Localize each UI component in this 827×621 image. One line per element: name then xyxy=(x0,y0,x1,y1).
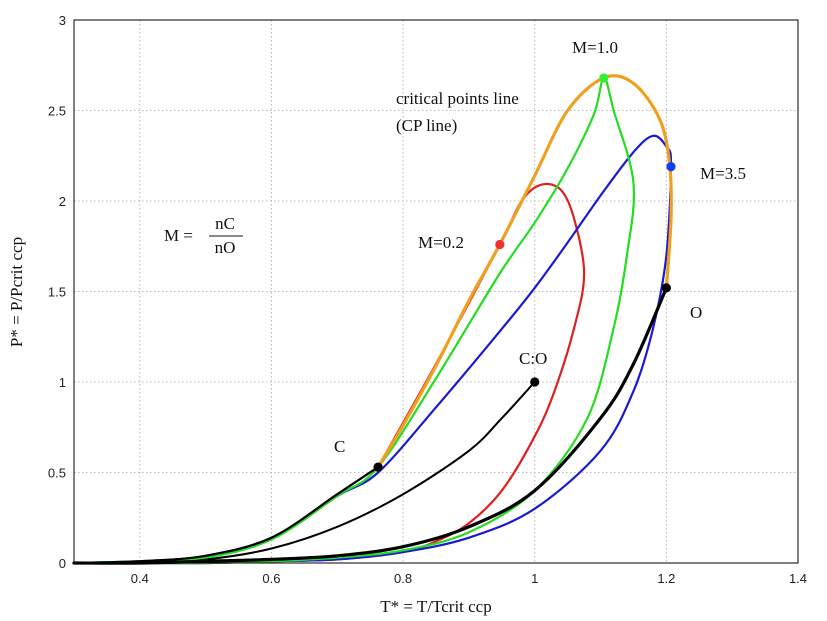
series-line-m35 xyxy=(72,134,673,565)
point-co xyxy=(530,377,540,387)
x-tick-label: 1 xyxy=(531,571,538,586)
series-line-m1 xyxy=(72,76,636,565)
annotation-cp-line-1: critical points line xyxy=(396,89,519,108)
series-line-pure-o xyxy=(72,286,668,565)
plot-frame xyxy=(73,19,799,564)
annotation-c: C xyxy=(334,437,345,456)
y-tick-label: 3 xyxy=(59,13,66,28)
x-axis-label: T* = T/Tcrit ccp xyxy=(380,597,491,616)
series-line-m02 xyxy=(72,182,586,565)
x-tick-label: 0.6 xyxy=(262,571,280,586)
annotation-m02: M=0.2 xyxy=(418,233,464,252)
series-line-pure-c xyxy=(72,466,380,565)
x-tick-label: 1.4 xyxy=(789,571,807,586)
annotation-m10: M=1.0 xyxy=(572,38,618,57)
point-m35 xyxy=(666,162,676,172)
y-tick-label: 1 xyxy=(59,375,66,390)
annotation-cp-line-2: (CP line) xyxy=(396,116,457,135)
point-m10 xyxy=(599,73,609,83)
formula-denominator: nO xyxy=(215,238,236,257)
formula-numerator: nC xyxy=(215,214,235,233)
formula-lhs: M = xyxy=(164,226,193,245)
annotation-m35: M=3.5 xyxy=(700,164,746,183)
point-c xyxy=(373,462,383,472)
y-tick-label: 0.5 xyxy=(48,466,66,481)
formula: M = nC nO xyxy=(164,214,243,257)
points-layer xyxy=(373,73,676,472)
y-tick-label: 2.5 xyxy=(48,104,66,119)
x-tick-label: 0.8 xyxy=(394,571,412,586)
x-tick-label: 0.4 xyxy=(131,571,149,586)
y-tick-label: 2 xyxy=(59,194,66,209)
y-tick-label: 1.5 xyxy=(48,285,66,300)
series-layer xyxy=(72,74,673,565)
y-tick-label: 0 xyxy=(59,556,66,571)
point-o xyxy=(661,283,671,293)
y-axis-label: P* = P/Pcrit ccp xyxy=(7,237,26,347)
annotation-co: C:O xyxy=(519,349,547,368)
grid-lines xyxy=(74,20,798,563)
annotation-o: O xyxy=(690,303,702,322)
x-tick-label: 1.2 xyxy=(657,571,675,586)
point-m02 xyxy=(495,239,505,250)
tick-labels: 0.4 0.6 0.8 1 1.2 1.4 0 0.5 1 1.5 2 2.5 3 xyxy=(48,13,807,586)
